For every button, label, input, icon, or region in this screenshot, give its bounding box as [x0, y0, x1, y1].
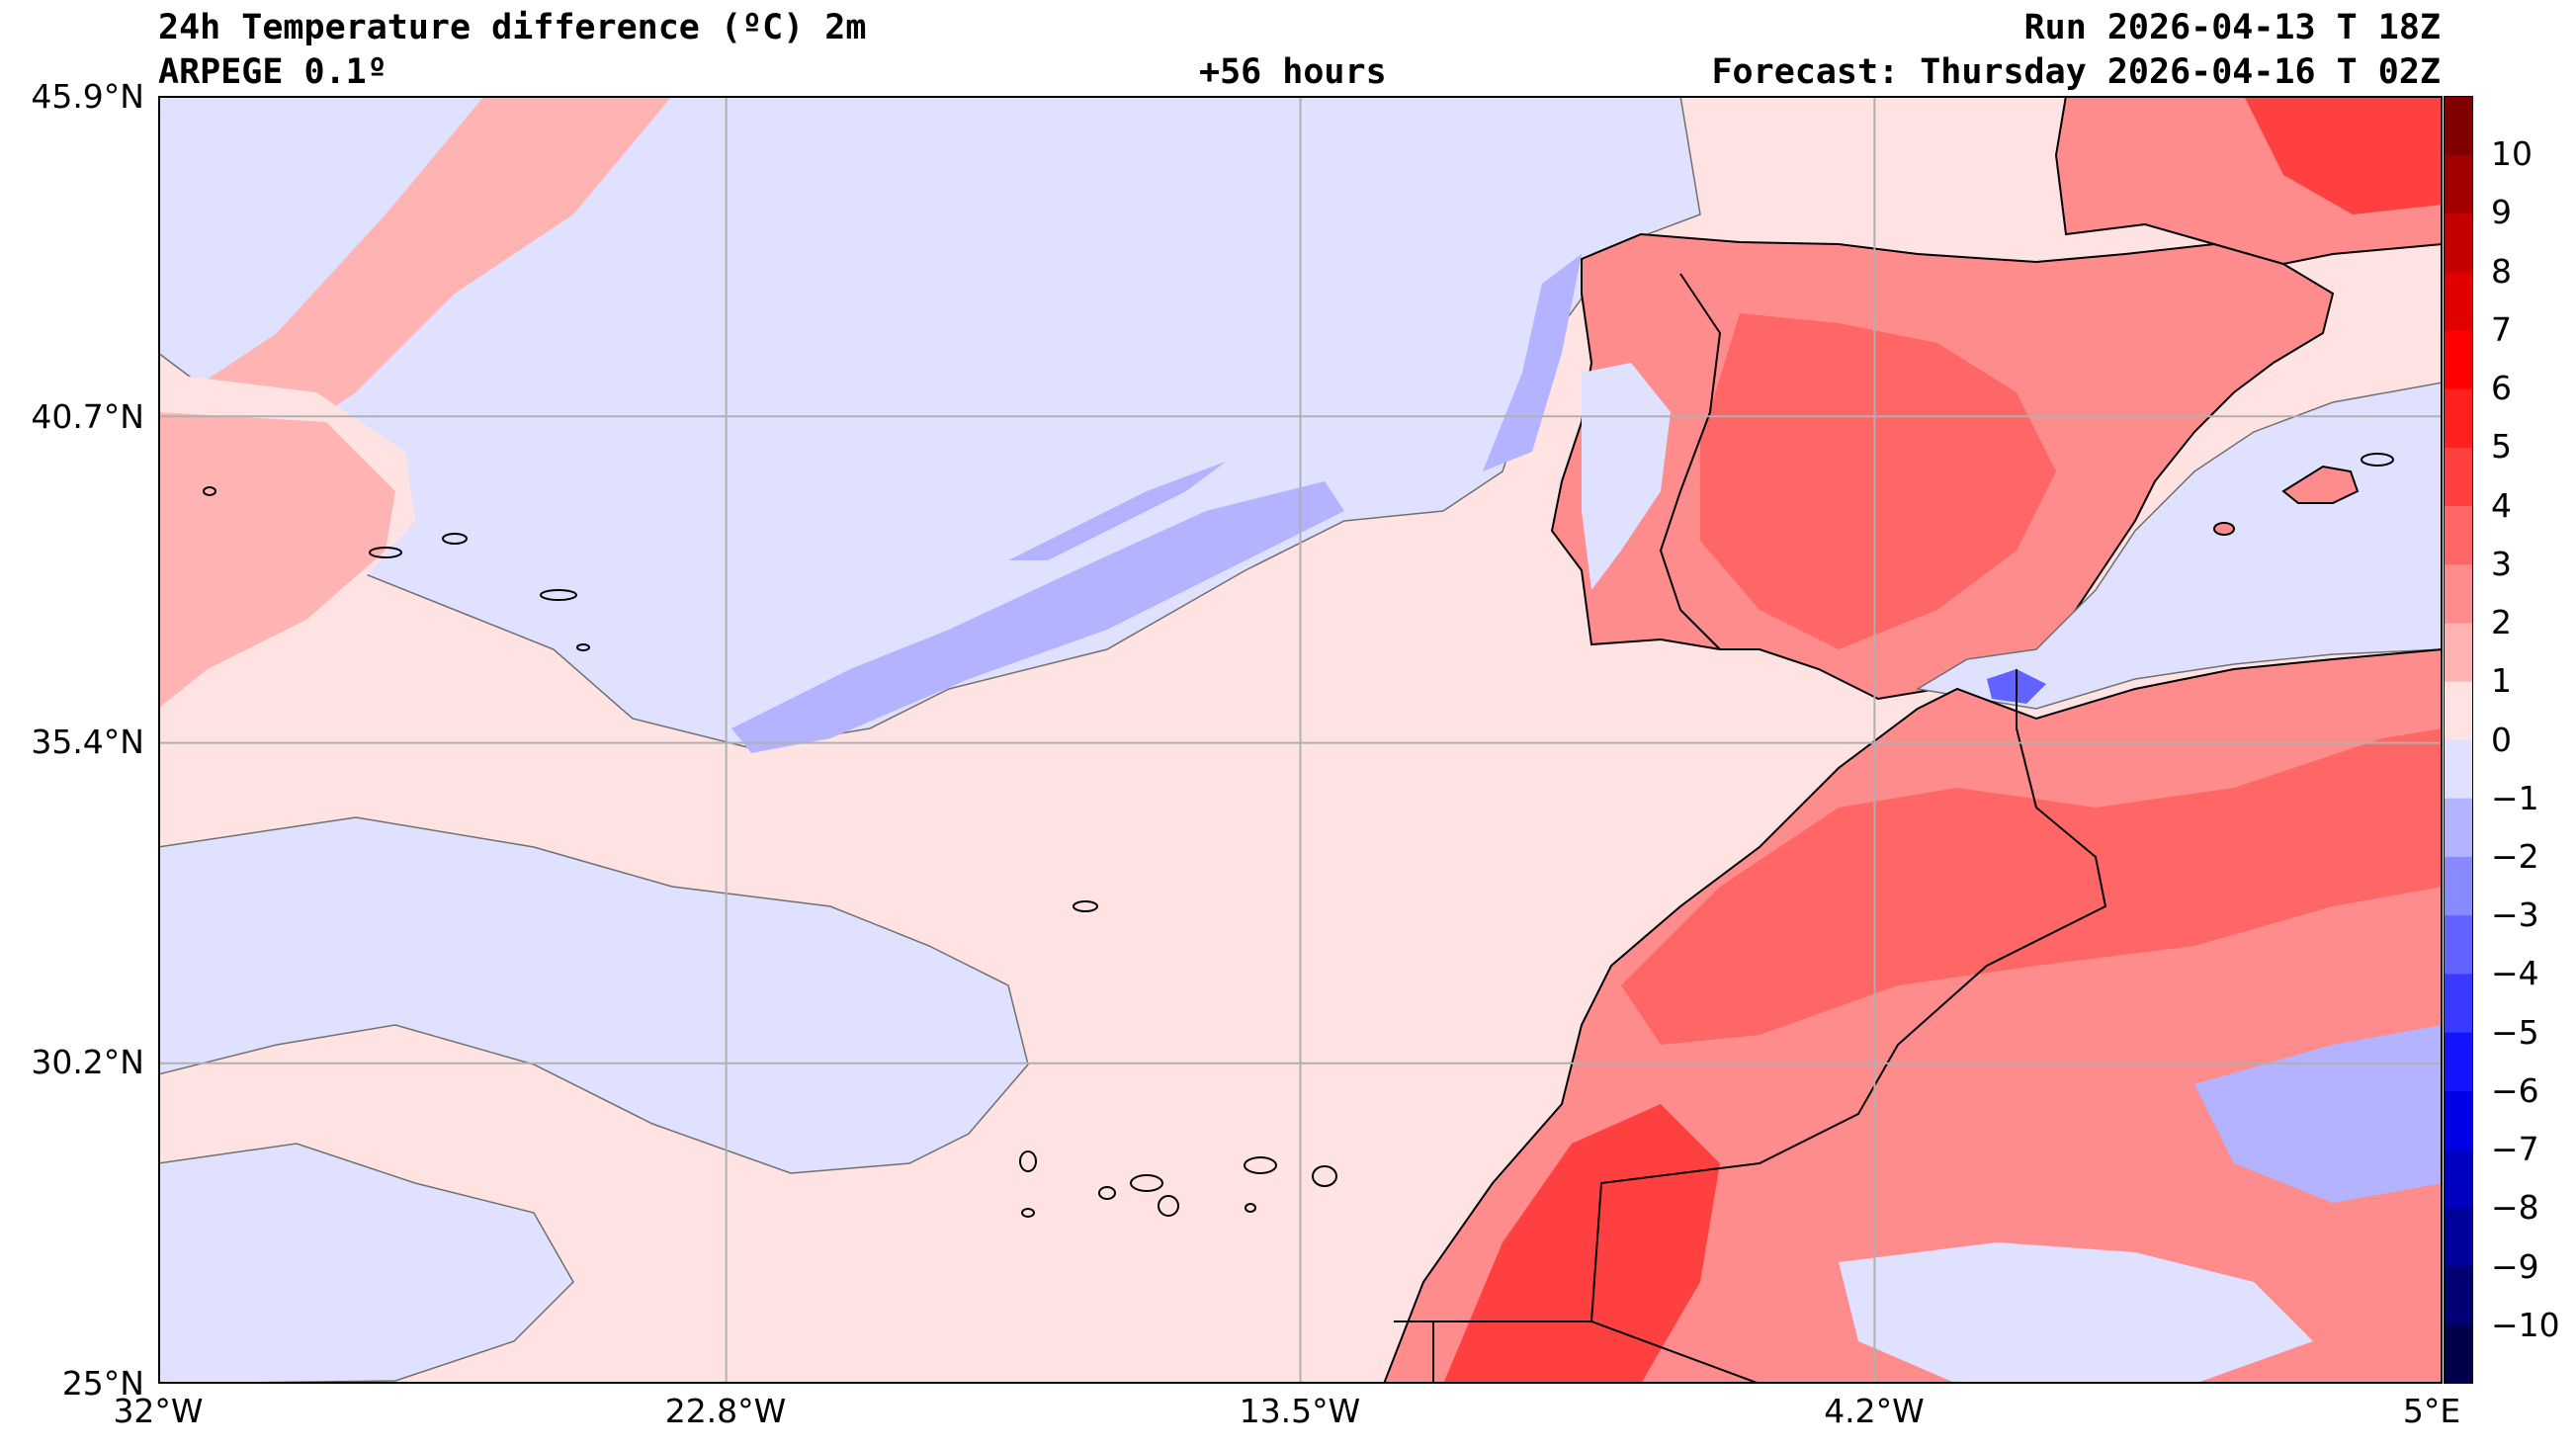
island — [1158, 1195, 1179, 1217]
forecast-label: Forecast: Thursday 2026-04-16 T 02Z — [1711, 52, 2441, 92]
cold-region — [158, 816, 1029, 1174]
colorbar-cell — [2444, 563, 2473, 624]
island — [1244, 1156, 1277, 1174]
island — [1098, 1186, 1116, 1200]
island — [1312, 1165, 1337, 1187]
colorbar-tick-label: 3 — [2491, 544, 2512, 583]
colorbar-cell — [2444, 1090, 2473, 1150]
island — [576, 643, 590, 651]
colorbar-cell — [2444, 447, 2473, 507]
colorbar-cell — [2444, 681, 2473, 740]
cold-region — [1582, 363, 1671, 590]
colorbar-cell — [2444, 271, 2473, 331]
island — [1073, 900, 1098, 912]
mediterranean-sea — [1915, 382, 2443, 710]
lon-label: 4.2°W — [1824, 1392, 1925, 1430]
colorbar-cell — [2444, 798, 2473, 858]
colorbar-tick-label: −8 — [2491, 1188, 2539, 1228]
island — [540, 589, 577, 601]
colorbar-tick-label: 2 — [2491, 603, 2512, 642]
colorbar-cell — [2444, 974, 2473, 1034]
colorbar-cell — [2444, 154, 2473, 213]
warm-region — [1621, 728, 2443, 1045]
colorbar-cell — [2444, 915, 2473, 975]
island — [1021, 1208, 1035, 1218]
colorbar-cell — [2444, 1032, 2473, 1092]
colorbar-tick-label: 5 — [2491, 427, 2512, 467]
colorbar-cell — [2444, 1150, 2473, 1209]
colorbar-tick-label: −1 — [2491, 778, 2539, 817]
colorbar-cell — [2444, 388, 2473, 448]
colorbar-cell — [2444, 856, 2473, 916]
cold-region — [1839, 1242, 2313, 1384]
colorbar-cell — [2444, 623, 2473, 682]
warm-region — [1700, 313, 2056, 649]
island — [203, 486, 216, 496]
colorbar-tick-label: 6 — [2491, 369, 2512, 408]
colorbar-tick-label: −3 — [2491, 895, 2539, 935]
colorbar-cell — [2444, 213, 2473, 273]
colorbar — [2444, 96, 2473, 1384]
lon-label: 22.8°W — [664, 1392, 787, 1430]
lat-label: 40.7°N — [31, 397, 144, 436]
colorbar-cell — [2444, 505, 2473, 565]
colorbar-cell — [2444, 96, 2473, 155]
warm-region — [158, 412, 395, 709]
lat-label: 35.4°N — [31, 723, 144, 761]
colorbar-tick-label: −2 — [2491, 836, 2539, 876]
island — [369, 547, 402, 558]
colorbar-cell — [2444, 1324, 2473, 1384]
lat-label: 25°N — [61, 1364, 144, 1403]
warm-region — [2244, 96, 2443, 214]
model-label: ARPEGE 0.1º — [158, 52, 387, 92]
country-border — [1659, 273, 1722, 650]
lead-time-label: +56 hours — [1199, 52, 1387, 92]
colorbar-tick-label: 10 — [2491, 134, 2533, 174]
cold-region — [731, 481, 1344, 753]
cold-region — [1008, 462, 1226, 560]
lon-label: 5°E — [2402, 1392, 2461, 1430]
lat-label: 30.2°N — [31, 1043, 144, 1081]
country-border — [1589, 669, 2107, 1384]
country-border — [1394, 1320, 1591, 1384]
colorbar-tick-label: −4 — [2491, 954, 2539, 993]
colorbar-tick-label: 7 — [2491, 309, 2512, 349]
temperature-map — [158, 96, 2443, 1384]
lon-label: 13.5°W — [1239, 1392, 1361, 1430]
colorbar-tick-label: 1 — [2491, 661, 2512, 701]
warm-region — [1443, 1104, 1720, 1384]
lon-label: 32°W — [113, 1392, 204, 1430]
cold-region — [2194, 1025, 2443, 1203]
colorbar-tick-label: −5 — [2491, 1012, 2539, 1052]
colorbar-tick-label: −7 — [2491, 1130, 2539, 1169]
colorbar-tick-label: 0 — [2491, 720, 2512, 759]
colorbar-cell — [2444, 329, 2473, 389]
colorbar-cell — [2444, 1208, 2473, 1268]
island — [1245, 1203, 1256, 1213]
colorbar-tick-label: −10 — [2491, 1305, 2560, 1344]
colorbar-tick-label: −9 — [2491, 1246, 2539, 1286]
colorbar-tick-label: 4 — [2491, 485, 2512, 525]
colorbar-tick-label: 9 — [2491, 193, 2512, 232]
warm-region — [158, 96, 672, 570]
island — [1130, 1174, 1163, 1192]
gridlines — [158, 96, 2443, 1384]
colorbar-tick-label: 8 — [2491, 251, 2512, 291]
island — [442, 533, 468, 545]
island — [2361, 453, 2394, 467]
colorbar-tick-label: −6 — [2491, 1070, 2539, 1110]
island — [2213, 522, 2235, 536]
island — [1019, 1150, 1037, 1172]
lat-label: 45.9°N — [31, 77, 144, 116]
colorbar-cell — [2444, 739, 2473, 800]
colorbar-cell — [2444, 1266, 2473, 1326]
island — [2281, 465, 2360, 504]
run-label: Run 2026-04-13 T 18Z — [2023, 8, 2441, 47]
map-title: 24h Temperature difference (ºC) 2m — [158, 8, 867, 47]
map-frame — [158, 96, 2443, 1384]
